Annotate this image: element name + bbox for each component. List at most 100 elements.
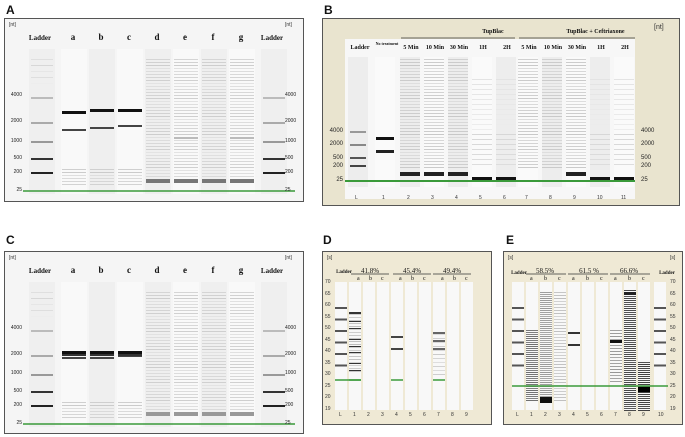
panel-c-ladder-band (263, 374, 285, 376)
panel-e-sub-label: c (642, 276, 645, 282)
panel-d-lane-number: L (339, 412, 342, 418)
panel-b-smear (590, 144, 610, 145)
panel-b-smear (614, 99, 634, 100)
panel-e-smear (554, 295, 566, 296)
panel-b-smear (614, 154, 634, 155)
panel-c-size-25: 25 (16, 420, 22, 426)
panel-b-smear (448, 143, 468, 144)
panel-b-smear (448, 107, 468, 108)
panel-b-smear (448, 80, 468, 81)
panel-b-smear (424, 146, 444, 147)
panel-c-smear (174, 322, 198, 323)
panel-e-smear (540, 396, 552, 397)
panel-c-smear (146, 370, 170, 371)
panel-b-size-25-right: 25 (641, 177, 648, 183)
panel-b-lane-1h: 1H (479, 45, 487, 51)
panel-a-smear (202, 110, 226, 111)
panel-e-ladder-band (654, 318, 666, 321)
panel-d-sample-smear (349, 323, 361, 324)
panel-e-smear (526, 352, 538, 353)
panel-b-smear (590, 104, 610, 105)
panel-d-gel-image (335, 273, 473, 410)
panel-b-smear (518, 125, 538, 126)
panel-c-smear (174, 406, 198, 407)
panel-b-lane-2h: 2H (503, 45, 511, 51)
panel-c-smear (174, 298, 198, 299)
panel-c-smear (202, 409, 226, 410)
panel-e-smear (540, 352, 552, 353)
panel-a-smear (146, 155, 170, 156)
panel-c-smear (146, 409, 170, 410)
panel-d-ytick: 19 (325, 405, 331, 412)
panel-b-lane-number: 11 (621, 195, 627, 201)
panel-d-sample-smear (349, 338, 361, 339)
panel-a-size-500-right: 500 (285, 155, 294, 161)
panel-c-smear (202, 340, 226, 341)
panel-a-smear (230, 173, 254, 174)
panel-b-lane-number: 8 (549, 195, 552, 201)
panel-d-sample-smear (433, 346, 445, 347)
panel-b-smear (424, 167, 444, 168)
panel-c-smear (146, 388, 170, 389)
panel-e-smear (554, 292, 566, 293)
panel-c-smear (146, 397, 170, 398)
panel-b-smear (518, 167, 538, 168)
panel-c-smear (146, 325, 170, 326)
panel-d-sample-band (433, 332, 445, 334)
panel-d-lane-ladder: Ladder (336, 270, 352, 275)
panel-b-smear (590, 129, 610, 130)
panel-a-ladder-band (263, 122, 285, 124)
panel-a-smear (230, 146, 254, 147)
panel-c-smear (230, 358, 254, 359)
panel-a-size-200-right: 200 (285, 169, 294, 175)
panel-d-sub-label: c (423, 276, 426, 282)
panel-c-smear (230, 334, 254, 335)
panel-e-smear (554, 322, 566, 323)
panel-e-smear (610, 369, 622, 370)
panel-a-sample-smear (118, 181, 142, 182)
panel-c-smear (230, 385, 254, 386)
panel-b-smear (448, 89, 468, 90)
panel-c-smear (174, 331, 198, 332)
panel-b-size-2000-right: 2000 (641, 141, 655, 147)
panel-b-lane-30min-cef: 30 Min (567, 45, 587, 51)
panel-c-smear (146, 376, 170, 377)
panel-a-smear (146, 128, 170, 129)
panel-c-smear (202, 334, 226, 335)
panel-e-smear (540, 378, 552, 379)
panel-b-smear (400, 62, 420, 63)
panel-e-smear (610, 333, 622, 334)
panel-b-smear (566, 98, 586, 99)
panel-e-smear (610, 378, 622, 379)
panel-e-smear (526, 366, 538, 367)
panel-c-smear (146, 367, 170, 368)
panel-e-smear (526, 400, 538, 401)
panel-a-smear (230, 86, 254, 87)
panel-a-smear (174, 86, 198, 87)
panel-c-lane-bg (29, 282, 55, 427)
panel-a-sample-smear (90, 175, 114, 176)
panel-e-lane-bg (512, 282, 524, 410)
panel-a-ladder-band (31, 172, 53, 174)
panel-e-smear (624, 390, 636, 391)
panel-e-smear (540, 382, 552, 383)
panel-c-smear (146, 298, 170, 299)
panel-b-smear (566, 152, 586, 153)
panel-b-smear (424, 140, 444, 141)
panel-c-sample-smear (62, 405, 86, 406)
panel-a-smear (202, 104, 226, 105)
panel-e-smear (638, 370, 650, 371)
panel-b-lane-number: 6 (503, 195, 506, 201)
panel-b-smear (424, 59, 444, 60)
panel-a-smear (174, 62, 198, 63)
panel-b-ladder-band (350, 165, 366, 167)
panel-a-sample-smear (118, 169, 142, 170)
panel-b-smear (542, 146, 562, 147)
panel-b-smear (472, 109, 492, 110)
panel-c-smear (202, 367, 226, 368)
panel-a-ladder-smear (31, 65, 53, 66)
panel-b-smear (472, 114, 492, 115)
panel-b-smear (590, 79, 610, 80)
panel-e-lane-bg (582, 282, 594, 410)
panel-e-smear (638, 368, 650, 369)
